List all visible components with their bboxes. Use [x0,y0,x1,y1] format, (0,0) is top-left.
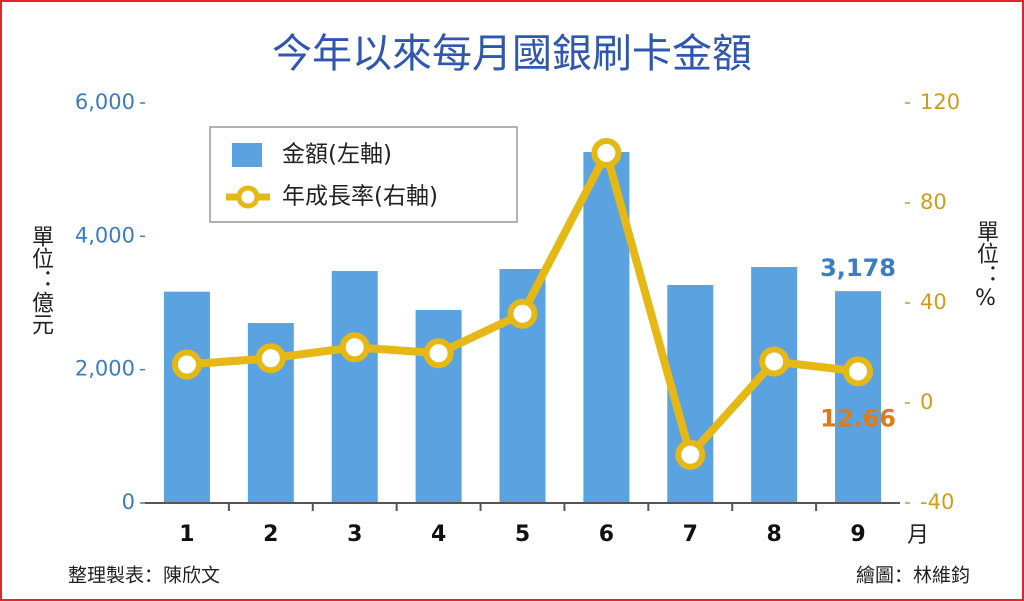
x-tick-label: 1 [179,522,194,547]
x-tick-label: 7 [683,522,698,547]
data-label: 3,178 [820,254,896,282]
x-tick-label: 2 [263,522,278,547]
y-tick-label: 2,000 [75,357,135,381]
line-point [255,343,286,374]
chart-title: 今年以來每月國銀刷卡金額 [272,31,752,77]
legend-swatch [232,143,262,167]
bar [163,291,210,503]
line-point [843,356,874,387]
legend [209,126,518,223]
legend-swatch [236,185,260,209]
y2-axis-label: 單位：% [973,220,999,311]
x-tick-label: 5 [515,522,530,547]
line-point [171,349,202,380]
line-point [423,338,454,369]
x-tick-label: 4 [431,522,446,547]
credit: 繪圖：林維鈞 [856,565,970,587]
bar [751,267,798,503]
line-point [759,346,790,377]
line-point [339,332,370,363]
bar [331,271,378,503]
y2-tick-label: 80 [920,190,947,214]
y2-tick-label: 120 [920,90,960,114]
legend-label: 年成長率(右軸) [282,184,438,210]
legend-label: 金額(左軸) [282,142,392,168]
x-tick-label: 8 [767,522,782,547]
line-point [675,439,706,470]
x-tick-label: 9 [850,522,865,547]
data-label: 12.66 [820,404,896,432]
x-tick-label: 6 [599,522,614,547]
y2-tick-label: 40 [920,290,947,314]
x-tick-label: 3 [347,522,362,547]
x-axis-label: 月 [907,523,929,548]
bar [835,291,882,503]
source: 整理製表：陳欣文 [68,565,220,587]
y-tick-label: 0 [122,490,135,514]
line-point [591,138,622,168]
y-axis-label: 單位：億元 [28,225,54,335]
y-tick-label: 6,000 [75,90,135,114]
y2-tick-label: -40 [920,490,954,514]
y2-tick-label: 0 [920,390,933,414]
y-tick-label: 4,000 [75,223,135,247]
line-point [507,298,538,329]
